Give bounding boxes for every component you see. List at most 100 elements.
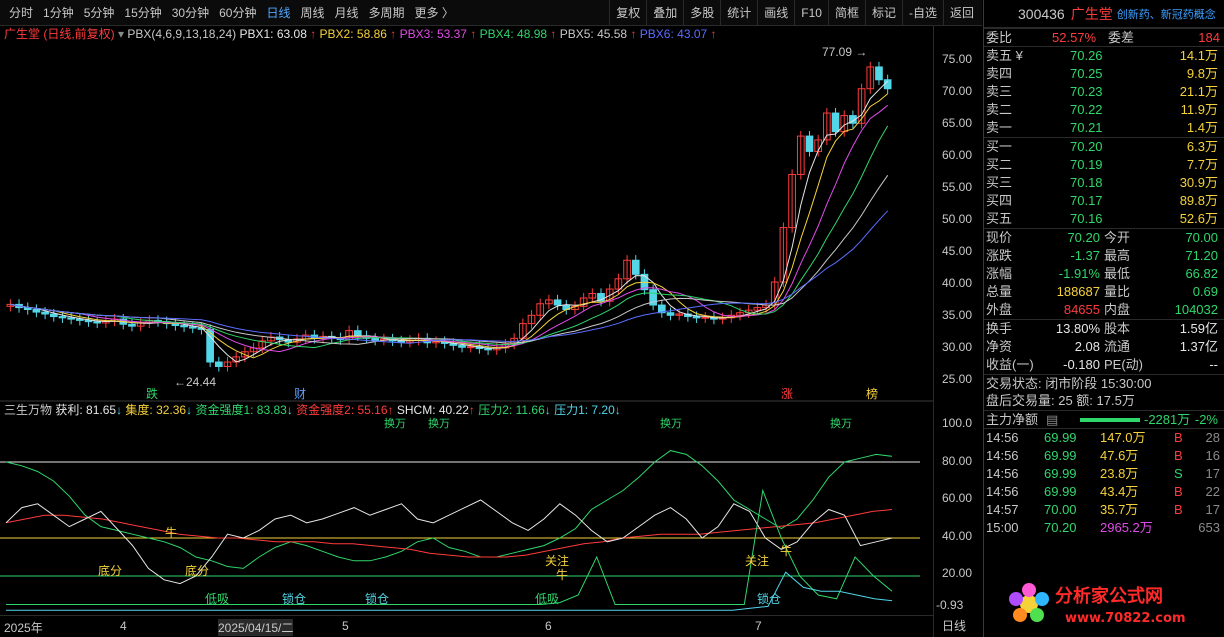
tab-period-2[interactable]: 5分钟: [83, 5, 115, 20]
ask-label: 卖一: [986, 120, 1013, 135]
stat-row: 收益(一) -0.180 PE(动) --: [984, 356, 1224, 374]
bid-label: 买四: [986, 193, 1013, 208]
stock-name[interactable]: 广生堂: [1070, 5, 1113, 22]
tool-button-9[interactable]: 返回: [942, 0, 980, 26]
stat-label: PE(动): [1104, 357, 1144, 372]
date-label: 2025年: [4, 621, 43, 635]
tick-list[interactable]: 14:56 69.99 147.0万 B 28 14:56 69.99 47.6万 B 16 14:…: [984, 428, 1224, 537]
tab-period-1[interactable]: 1分钟: [43, 5, 74, 20]
stat-label: 最低: [1104, 266, 1131, 281]
stat-label: 净资: [986, 339, 1013, 354]
tick-price: 69.99: [1044, 430, 1077, 445]
kline-chart[interactable]: 77.09 →←24.44跌财涨榜底分 底分低吸 锁仓 锁仓 低吸关注牛关注牛锁仓牛换万…: [0, 26, 982, 637]
list-icon[interactable]: ▤: [1046, 412, 1059, 427]
candle-body: [597, 293, 605, 302]
tool-button-3[interactable]: 统计: [720, 0, 757, 26]
tick-time: 14:56: [986, 448, 1019, 463]
pbx-label-5: PBX5: 45.58: [556, 27, 631, 41]
candle-body: [527, 314, 536, 325]
stat-value: 84655: [1063, 302, 1100, 317]
sub-tick: 60.00: [942, 491, 973, 505]
candle-body: [180, 325, 188, 328]
tool-button-2[interactable]: 多股: [683, 0, 720, 26]
candle-body: [849, 115, 857, 124]
stat-value: 70.20: [1067, 230, 1100, 245]
sub-label-3: 资金强度2: 55.16: [292, 403, 388, 417]
candle-body: [753, 307, 762, 311]
ask-label: 卖二: [986, 102, 1013, 117]
candle-body: [84, 319, 93, 323]
tool-button-5[interactable]: F10: [794, 0, 828, 26]
tab-period-10[interactable]: 更多 〉: [414, 5, 454, 20]
tick-row: 14:56 69.99 43.4万 B 22: [984, 483, 1224, 501]
bid-label: 买一: [986, 139, 1013, 154]
ask-row: 卖二 70.22 11.9万: [984, 101, 1224, 119]
pbx-label-2: PBX2: 58.86: [316, 27, 391, 41]
tool-button-4[interactable]: 画线: [757, 0, 794, 26]
event-marker: 跌: [146, 386, 158, 401]
main-flow-bar: [1080, 418, 1140, 422]
signal-top-label: 换万: [830, 416, 852, 430]
stat-label: 涨跌: [986, 248, 1013, 263]
indicator-name[interactable]: PBX(4,6,9,13,18,24): [127, 27, 237, 41]
pbx-arrow-4: ↑: [550, 27, 557, 41]
tab-period-3[interactable]: 15分钟: [124, 5, 162, 20]
sub-label-6: 压力1: 7.20: [550, 403, 615, 417]
pbx-label-3: PBX3: 53.37: [396, 27, 471, 41]
tool-button-0[interactable]: 复权: [609, 0, 646, 26]
tab-period-5[interactable]: 60分钟: [219, 5, 257, 20]
signal-annotation: 锁仓: [282, 591, 306, 606]
quote-panel: 300436 广生堂 创新药、新冠药概念 委比 52.57% 委差 184 卖五…: [983, 0, 1224, 637]
tab-period-8[interactable]: 月线: [334, 5, 359, 20]
main-flow-pct: -2%: [1194, 412, 1218, 427]
main-flow-label: 主力净额: [986, 412, 1039, 427]
tab-period-9[interactable]: 多周期: [368, 5, 405, 20]
tick-vol: 47.6万: [1100, 448, 1139, 463]
candle-body: [371, 337, 380, 341]
candle-body: [588, 293, 597, 299]
tick-price: 70.00: [1044, 502, 1077, 517]
tab-period-4[interactable]: 30分钟: [171, 5, 210, 20]
tab-period-7[interactable]: 周线: [300, 5, 325, 20]
tool-button-1[interactable]: 叠加: [646, 0, 683, 26]
stat-value: 1.37亿: [1179, 339, 1218, 354]
tool-button-8[interactable]: -自选: [901, 0, 943, 26]
capital-strength-1: [5, 450, 893, 569]
stat-row: 总量 188687 量比 0.69: [984, 283, 1224, 301]
stat-value: 0.69: [1192, 284, 1218, 299]
ask-price: 70.21: [1070, 120, 1103, 135]
stat-label: 外盘: [986, 302, 1013, 317]
bid-row: 买一 70.20 6.3万: [984, 138, 1224, 156]
tab-period-6[interactable]: 日线: [266, 5, 291, 20]
tick-side: B: [1174, 448, 1183, 463]
ask-vol: 9.8万: [1186, 66, 1218, 81]
ask-price: 70.23: [1070, 84, 1103, 99]
signal-annotation: 关注: [745, 553, 769, 568]
sub-chart-title[interactable]: 三生万物: [4, 403, 53, 417]
candle-body: [701, 316, 710, 319]
price-tick: 30.00: [942, 340, 973, 354]
tool-button-6[interactable]: 简框: [827, 0, 865, 26]
pbx-arrow-6: ↑: [710, 27, 717, 41]
tick-side: S: [1174, 466, 1183, 481]
candle-body: [41, 311, 49, 315]
tab-period-0[interactable]: 分时: [9, 5, 34, 20]
concept-tag[interactable]: 创新药、新冠药概念: [1116, 8, 1216, 21]
ask-vol: 21.1万: [1179, 84, 1218, 99]
stat-row: 涨跌 -1.37 最高 71.20: [984, 247, 1224, 265]
pbx-line-2: [10, 93, 889, 359]
price-tick: 55.00: [942, 180, 973, 194]
chart-area[interactable]: 77.09 → ←24.44 跌财涨榜底分 底分 低吸 锁仓 锁仓 低吸 关注牛关注牛锁仓牛换万…: [0, 26, 982, 637]
main-chart-header: 广生堂 (日线,前复权) ▾ PBX(4,6,9,13,18,24) PBX1:…: [4, 26, 717, 42]
tick-side: B: [1174, 502, 1183, 517]
stat-row: 现价 70.20 今开 70.00: [984, 229, 1224, 247]
quote-title: 300436 广生堂 创新药、新冠药概念: [984, 0, 1224, 28]
signal-annotation: 牛: [556, 567, 568, 582]
watermark-logo: 分析家公式网 www.70822.com: [1009, 583, 1186, 626]
tool-button-7[interactable]: 标记: [864, 0, 902, 26]
collapse-icon[interactable]: ▾: [118, 27, 125, 41]
pbx-line-3: [10, 104, 889, 353]
ask-vol: 1.4万: [1186, 120, 1218, 135]
pbx-label-6: PBX6: 43.07: [636, 27, 711, 41]
price-tick: 25.00: [942, 372, 973, 386]
